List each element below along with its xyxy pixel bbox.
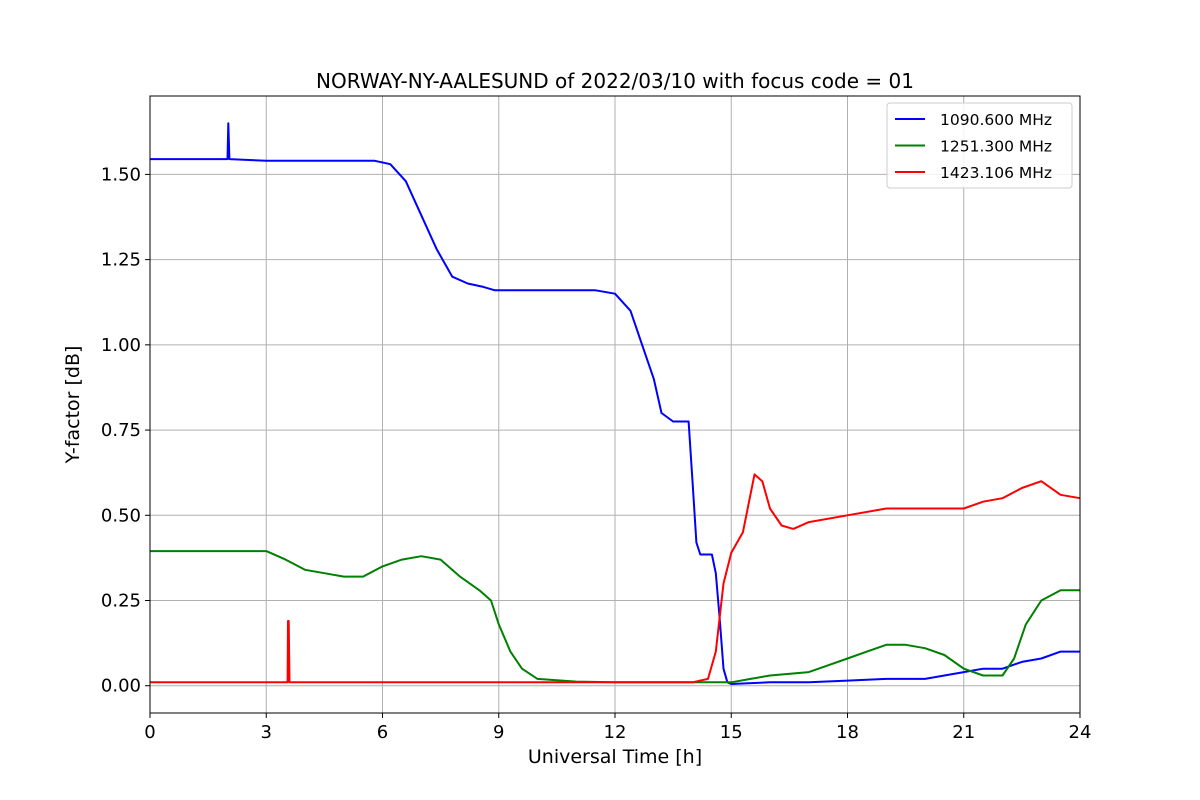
- y-tick-label: 1.50: [101, 164, 141, 185]
- x-tick-label: 24: [1069, 722, 1092, 743]
- x-ticks: 0 3 6 9 12 15 18 21 24: [144, 713, 1091, 743]
- series-line-2: [150, 473, 1081, 684]
- x-tick-label: 6: [377, 722, 388, 743]
- y-tick-label: 0.50: [101, 505, 141, 526]
- y-tick-label: 0.25: [101, 591, 141, 612]
- x-axis-label: Universal Time [h]: [528, 746, 702, 768]
- y-axis-label: Y-factor [dB]: [62, 346, 84, 465]
- chart-title: NORWAY-NY-AALESUND of 2022/03/10 with fo…: [316, 69, 914, 93]
- y-tick-label: 0.75: [101, 420, 141, 441]
- y-tick-label: 1.00: [101, 335, 141, 356]
- x-tick-label: 21: [952, 722, 975, 743]
- legend: 1090.600 MHz 1251.300 MHz 1423.106 MHz: [886, 102, 1073, 189]
- legend-entry-label: 1251.300 MHz: [940, 138, 1052, 156]
- y-ticks: 0.00 0.25 0.50 0.75 1.00 1.25 1.50: [101, 164, 150, 697]
- legend-box: [886, 102, 1073, 189]
- x-tick-label: 18: [836, 722, 859, 743]
- series-line-0: [150, 122, 1080, 685]
- x-tick-label: 15: [720, 722, 743, 743]
- x-tick-label: 3: [261, 722, 272, 743]
- series-group: [150, 122, 1081, 685]
- x-tick-label: 0: [144, 722, 155, 743]
- x-tick-label: 9: [493, 722, 504, 743]
- y-tick-label: 1.25: [101, 250, 141, 271]
- x-tick-label: 12: [604, 722, 627, 743]
- y-tick-label: 0.00: [101, 676, 141, 697]
- legend-entry-label: 1090.600 MHz: [940, 111, 1052, 129]
- legend-entry-label: 1423.106 MHz: [940, 164, 1052, 182]
